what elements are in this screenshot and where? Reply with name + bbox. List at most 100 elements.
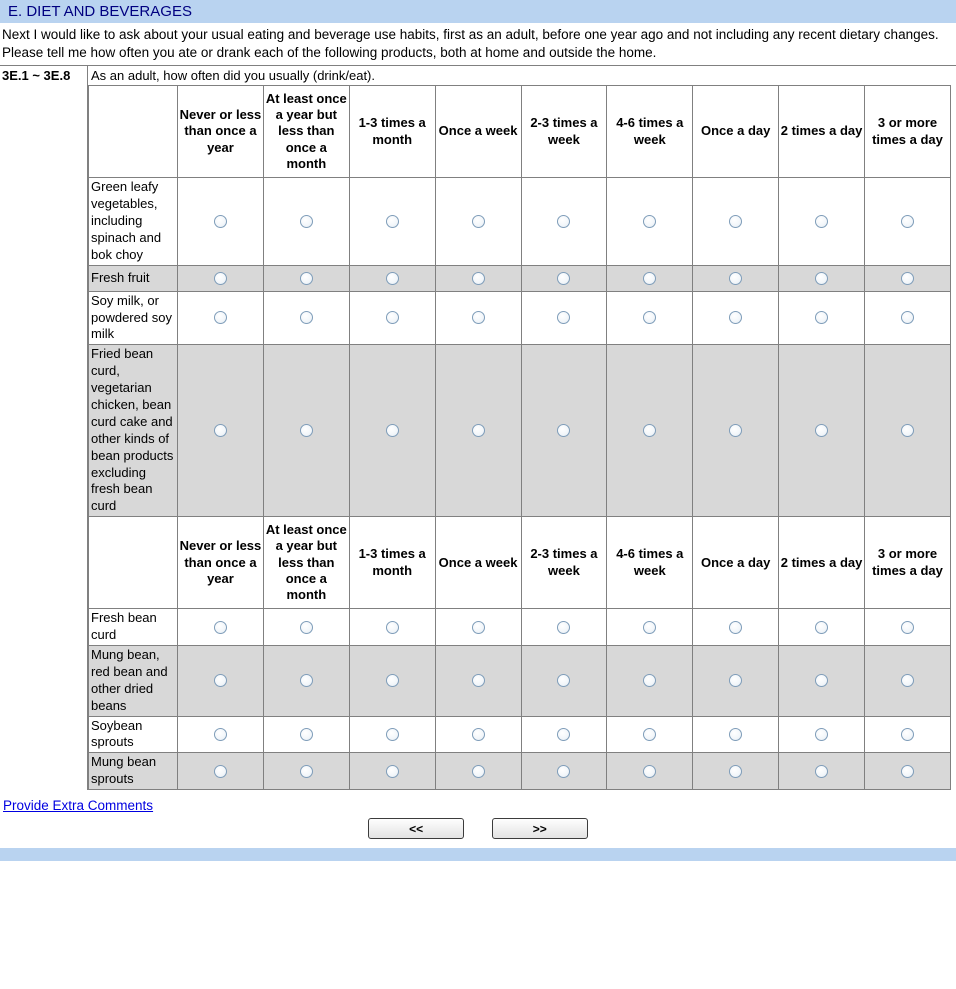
frequency-radio[interactable] (385, 311, 399, 325)
frequency-radio[interactable] (557, 424, 571, 438)
radio-cell (606, 752, 694, 791)
frequency-radio[interactable] (385, 620, 399, 634)
frequency-radio[interactable] (213, 764, 227, 778)
frequency-radio[interactable] (643, 424, 657, 438)
frequency-radio[interactable] (729, 620, 743, 634)
frequency-radio[interactable] (643, 674, 657, 688)
frequency-radio[interactable] (213, 271, 227, 285)
radio-cell (177, 644, 264, 717)
frequency-radio[interactable] (213, 311, 227, 325)
frequency-radio[interactable] (299, 424, 313, 438)
radio-cell (864, 344, 951, 518)
frequency-radio[interactable] (471, 727, 485, 741)
frequency-radio[interactable] (815, 311, 829, 325)
next-button[interactable]: >> (491, 818, 588, 840)
frequency-radio[interactable] (901, 271, 914, 285)
frequency-radio[interactable] (471, 271, 485, 285)
frequency-radio[interactable] (471, 764, 485, 778)
frequency-radio[interactable] (213, 424, 227, 438)
frequency-radio[interactable] (815, 271, 829, 285)
frequency-radio[interactable] (901, 424, 914, 438)
header-corner-cell (88, 516, 178, 610)
frequency-radio[interactable] (643, 214, 657, 228)
frequency-radio[interactable] (557, 271, 571, 285)
frequency-radio[interactable] (901, 764, 914, 778)
frequency-radio[interactable] (729, 674, 743, 688)
frequency-radio[interactable] (557, 214, 571, 228)
radio-cell (692, 715, 780, 754)
radio-cell (434, 644, 522, 717)
table-row: Green leafy vegetables, including spinac… (88, 177, 951, 266)
frequency-radio[interactable] (385, 674, 399, 688)
radio-cell (692, 264, 780, 292)
radio-cell (520, 264, 608, 292)
frequency-radio[interactable] (213, 620, 227, 634)
frequency-radio[interactable] (815, 674, 829, 688)
frequency-radio[interactable] (299, 311, 313, 325)
frequency-radio[interactable] (901, 674, 914, 688)
radio-cell (778, 177, 865, 266)
frequency-radio[interactable] (385, 727, 399, 741)
table-row: Fried bean curd, vegetarian chicken, bea… (88, 344, 951, 518)
question-main: As an adult, how often did you usually (… (88, 66, 956, 791)
frequency-radio[interactable] (299, 764, 313, 778)
column-header-7: Once a day (692, 85, 780, 179)
frequency-radio[interactable] (815, 620, 829, 634)
frequency-radio[interactable] (815, 214, 829, 228)
frequency-radio[interactable] (299, 214, 313, 228)
frequency-radio[interactable] (729, 271, 743, 285)
frequency-radio[interactable] (385, 764, 399, 778)
frequency-radio[interactable] (299, 674, 313, 688)
frequency-radio[interactable] (729, 424, 743, 438)
extra-comments-link[interactable]: Provide Extra Comments (3, 798, 154, 814)
frequency-radio[interactable] (213, 674, 227, 688)
frequency-radio[interactable] (299, 620, 313, 634)
frequency-radio[interactable] (299, 727, 313, 741)
radio-cell (348, 715, 436, 754)
frequency-radio[interactable] (729, 311, 743, 325)
frequency-radio[interactable] (557, 620, 571, 634)
radio-cell (262, 344, 350, 518)
frequency-radio[interactable] (729, 727, 743, 741)
frequency-radio[interactable] (729, 214, 743, 228)
frequency-radio[interactable] (213, 214, 227, 228)
frequency-radio[interactable] (385, 271, 399, 285)
frequency-radio[interactable] (557, 727, 571, 741)
radio-cell (262, 290, 350, 346)
frequency-radio[interactable] (471, 620, 485, 634)
frequency-radio[interactable] (471, 424, 485, 438)
frequency-radio[interactable] (901, 727, 914, 741)
frequency-radio[interactable] (901, 620, 914, 634)
radio-cell (520, 290, 608, 346)
frequency-radio[interactable] (643, 311, 657, 325)
frequency-radio[interactable] (471, 674, 485, 688)
frequency-radio[interactable] (901, 311, 914, 325)
frequency-radio[interactable] (729, 764, 743, 778)
table-row: Fresh fruit (88, 264, 951, 292)
frequency-radio[interactable] (213, 727, 227, 741)
frequency-radio[interactable] (643, 620, 657, 634)
frequency-radio[interactable] (471, 311, 485, 325)
frequency-radio[interactable] (299, 271, 313, 285)
frequency-radio[interactable] (815, 424, 829, 438)
frequency-radio[interactable] (815, 764, 829, 778)
previous-button[interactable]: << (368, 818, 465, 840)
frequency-radio[interactable] (643, 764, 657, 778)
frequency-radio[interactable] (557, 311, 571, 325)
frequency-radio[interactable] (557, 764, 571, 778)
radio-cell (778, 644, 865, 717)
frequency-radio[interactable] (471, 214, 485, 228)
frequency-radio[interactable] (557, 674, 571, 688)
frequency-radio[interactable] (815, 727, 829, 741)
header-corner-cell (88, 85, 178, 179)
frequency-radio[interactable] (643, 727, 657, 741)
table-section-2: Never or less than once a year At least o… (88, 516, 951, 791)
radio-cell (606, 177, 694, 266)
frequency-radio[interactable] (901, 214, 914, 228)
frequency-radio[interactable] (643, 271, 657, 285)
row-label: Mung bean sprouts (88, 752, 178, 791)
radio-cell (778, 608, 865, 646)
frequency-radio[interactable] (385, 424, 399, 438)
frequency-radio[interactable] (385, 214, 399, 228)
column-header-3: 1-3 times a month (348, 516, 436, 610)
